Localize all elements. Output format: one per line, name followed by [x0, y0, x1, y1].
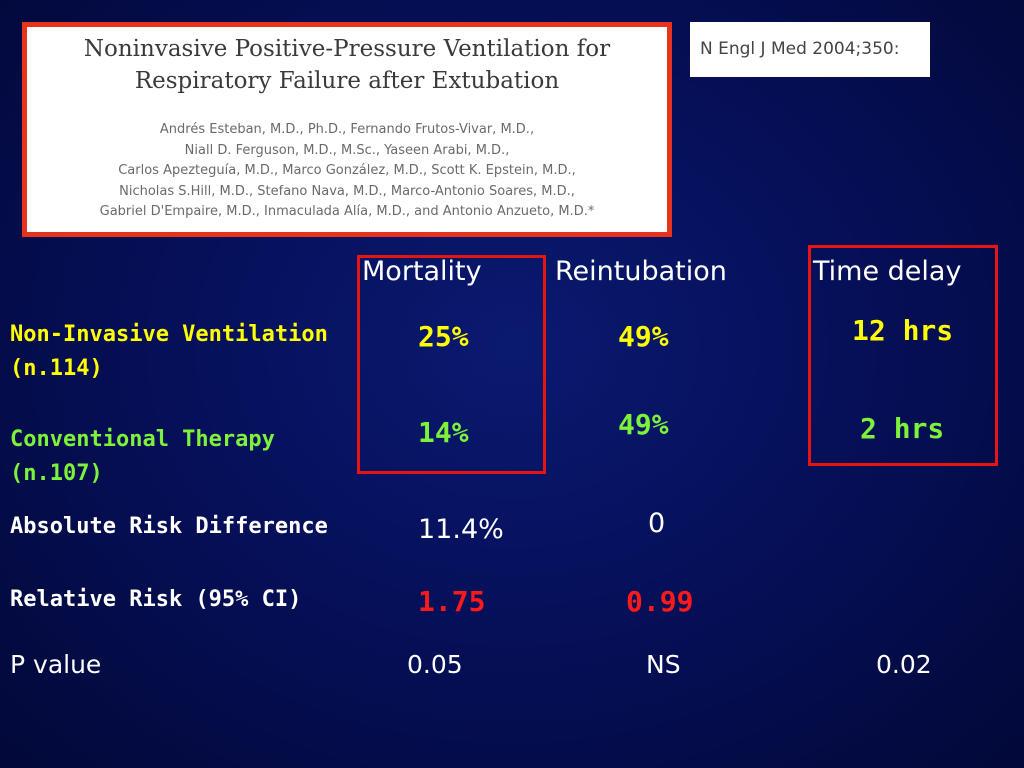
row-label-pvalue: P value	[10, 650, 102, 679]
row-label-ard: Absolute Risk Difference	[10, 514, 328, 539]
author-line: Niall D. Ferguson, M.D., M.Sc., Yaseen A…	[184, 142, 510, 158]
author-line: Carlos Apezteguía, M.D., Marco González,…	[118, 163, 576, 178]
pvalue-mortality-value: 0.05	[407, 650, 463, 679]
pvalue-reintubation-value: NS	[646, 650, 681, 679]
row-label-niv-line-2: (n.114)	[10, 356, 103, 381]
author-line: Nicholas S.Hill, M.D., Stefano Nava, M.D…	[119, 183, 575, 199]
niv-mortality-value: 25%	[418, 320, 469, 353]
journal-reference: N Engl J Med 2004;350:	[690, 22, 930, 77]
row-label-conventional-line-1: Conventional Therapy	[10, 427, 275, 452]
rr-mortality-value: 1.75	[418, 585, 486, 618]
row-label-rr: Relative Risk (95% CI)	[10, 587, 302, 612]
article-title-line-2: Respiratory Failure after Extubation	[134, 68, 560, 94]
conventional-mortality-value: 14%	[418, 416, 469, 449]
row-label-conventional-line-2: (n.107)	[10, 461, 103, 486]
ard-mortality-value: 11.4%	[418, 514, 504, 545]
pvalue-time-delay-value: 0.02	[876, 650, 932, 679]
article-title: Noninvasive Positive-Pressure Ventilatio…	[27, 33, 667, 97]
column-header-mortality: Mortality	[362, 256, 482, 287]
row-label-niv: Non-Invasive Ventilation (n.114)	[10, 318, 328, 386]
column-header-reintubation: Reintubation	[555, 256, 727, 287]
time-delay-highlight-box	[808, 245, 998, 466]
author-line: Andrés Esteban, M.D., Ph.D., Fernando Fr…	[159, 122, 535, 137]
ard-reintubation-value: 0	[648, 508, 666, 539]
niv-reintubation-value: 49%	[618, 320, 669, 353]
conventional-time-delay-value: 2 hrs	[860, 412, 945, 445]
article-authors: Andrés Esteban, M.D., Ph.D., Fernando Fr…	[27, 120, 667, 223]
article-title-line-1: Noninvasive Positive-Pressure Ventilatio…	[83, 36, 611, 62]
row-label-conventional: Conventional Therapy (n.107)	[10, 423, 275, 491]
author-line: Gabriel D'Empaire, M.D., Inmaculada Alía…	[99, 204, 595, 219]
column-header-time-delay: Time delay	[813, 256, 962, 287]
niv-time-delay-value: 12 hrs	[852, 314, 954, 347]
rr-reintubation-value: 0.99	[626, 585, 694, 618]
conventional-reintubation-value: 49%	[618, 408, 669, 441]
mortality-highlight-box	[357, 255, 546, 474]
row-label-niv-line-1: Non-Invasive Ventilation	[10, 322, 328, 347]
article-citation: Noninvasive Positive-Pressure Ventilatio…	[22, 22, 672, 237]
